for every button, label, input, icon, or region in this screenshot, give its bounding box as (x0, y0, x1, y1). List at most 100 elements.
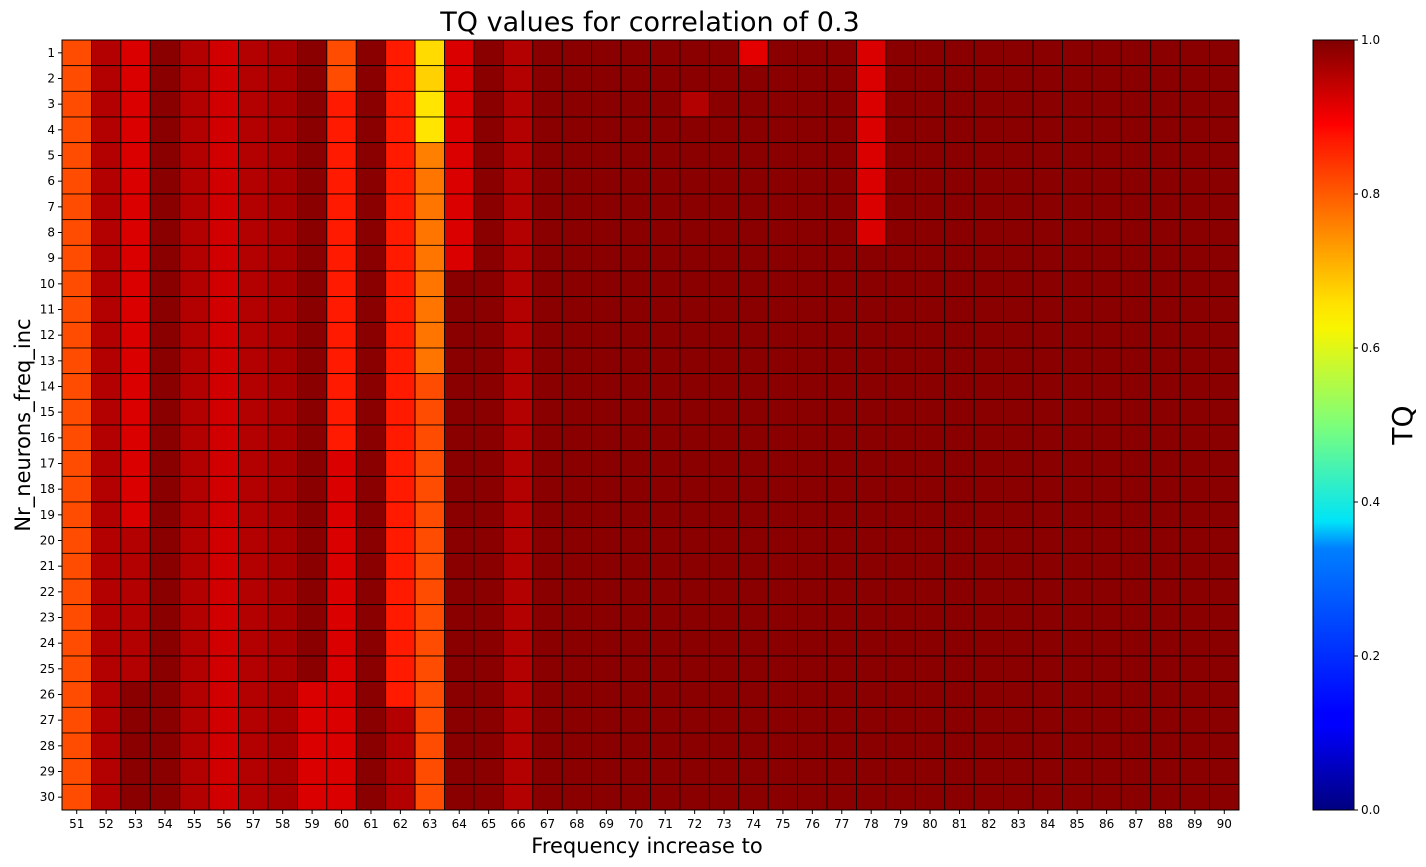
heatmap-cell (296, 373, 328, 400)
heatmap-cell (973, 90, 1004, 118)
heatmap-cell (355, 655, 387, 683)
heatmap-cell (1032, 604, 1063, 631)
heatmap-cell (679, 398, 710, 426)
heatmap-cell (885, 347, 916, 375)
heatmap-cell (1120, 116, 1152, 144)
heatmap-cell (414, 783, 445, 811)
heatmap-cell (208, 706, 239, 734)
heatmap-cell (473, 527, 504, 554)
heatmap-cell (1091, 732, 1122, 760)
heatmap-cell (179, 578, 210, 606)
heatmap-cell (973, 193, 1004, 221)
heatmap-cell (296, 296, 328, 323)
heatmap-cell (238, 578, 269, 606)
heatmap-cell (444, 681, 475, 708)
heatmap-cell (650, 681, 681, 708)
heatmap-cell (738, 142, 769, 169)
heatmap-cell (944, 450, 975, 477)
heatmap-cell (120, 655, 151, 683)
heatmap-cell (1209, 321, 1240, 349)
heatmap-cell (326, 244, 357, 272)
heatmap-cell (91, 90, 122, 118)
heatmap-cell (179, 732, 210, 760)
heatmap-cell (208, 475, 239, 503)
heatmap-cell (1179, 90, 1210, 118)
heatmap-cell (414, 167, 445, 195)
heatmap-cell (738, 90, 769, 118)
heatmap-cell (973, 578, 1004, 606)
heatmap-cell (355, 270, 387, 298)
heatmap-cell (826, 65, 857, 92)
heatmap-cell (1091, 578, 1122, 606)
x-tick-label: 83 (1011, 817, 1026, 831)
heatmap-cell (444, 527, 475, 554)
heatmap-cell (120, 167, 151, 195)
heatmap-cell (650, 655, 681, 683)
heatmap-cell (532, 706, 563, 734)
heatmap-cell (944, 398, 975, 426)
heatmap-cell (914, 604, 946, 631)
heatmap-cell (856, 706, 887, 734)
heatmap-cell (620, 758, 651, 785)
heatmap-cell (1120, 655, 1152, 683)
heatmap-cell (856, 65, 887, 92)
heatmap-cell (238, 219, 269, 246)
heatmap-cell (708, 732, 740, 760)
heatmap-cell (561, 578, 593, 606)
heatmap-cell (238, 270, 269, 298)
heatmap-cell (708, 681, 740, 708)
heatmap-cell (532, 90, 563, 118)
heatmap-cell (385, 604, 416, 631)
heatmap-cell (561, 424, 593, 452)
heatmap-cell (91, 475, 122, 503)
heatmap-cell (208, 783, 239, 811)
heatmap-cell (502, 398, 534, 426)
heatmap-cell (473, 501, 504, 529)
heatmap-cell (208, 65, 239, 92)
heatmap-cell (1032, 116, 1063, 144)
heatmap-cell (944, 578, 975, 606)
heatmap-cell (238, 244, 269, 272)
heatmap-cell (296, 552, 328, 580)
colorbar-tick-label: 0.0 (1361, 803, 1380, 817)
heatmap-cell (61, 244, 92, 272)
heatmap-cell (532, 65, 563, 92)
heatmap-cell (414, 219, 445, 246)
heatmap-cell (561, 450, 593, 477)
heatmap-cell (591, 167, 622, 195)
heatmap-cell (620, 39, 651, 67)
heatmap-cell (738, 373, 769, 400)
x-tick-label: 60 (334, 817, 349, 831)
heatmap-cell (591, 629, 622, 657)
heatmap-cell (473, 758, 504, 785)
heatmap-cell (296, 270, 328, 298)
heatmap-cell (238, 552, 269, 580)
heatmap-cell (885, 527, 916, 554)
heatmap-cell (944, 270, 975, 298)
heatmap-cell (532, 321, 563, 349)
heatmap-cell (591, 527, 622, 554)
heatmap-cell (1179, 758, 1210, 785)
heatmap-cell (502, 39, 534, 67)
heatmap-cell (296, 501, 328, 529)
heatmap-cell (91, 527, 122, 554)
heatmap-cell (1062, 167, 1093, 195)
heatmap-cell (1091, 424, 1122, 452)
heatmap-cell (1003, 347, 1034, 375)
y-tick-label: 3 (47, 97, 55, 111)
heatmap-cell (1032, 527, 1063, 554)
heatmap-cell (120, 90, 151, 118)
heatmap-cell (1209, 219, 1240, 246)
heatmap-cell (561, 142, 593, 169)
heatmap-cell (149, 296, 181, 323)
heatmap-cell (179, 681, 210, 708)
heatmap-cell (914, 527, 946, 554)
heatmap-cell (650, 424, 681, 452)
y-tick-label: 15 (40, 405, 55, 419)
heatmap-cell (120, 116, 151, 144)
heatmap-cell (973, 527, 1004, 554)
heatmap-cell (1209, 681, 1240, 708)
heatmap-cell (120, 450, 151, 477)
heatmap-cell (1091, 142, 1122, 169)
heatmap-cell (1179, 347, 1210, 375)
